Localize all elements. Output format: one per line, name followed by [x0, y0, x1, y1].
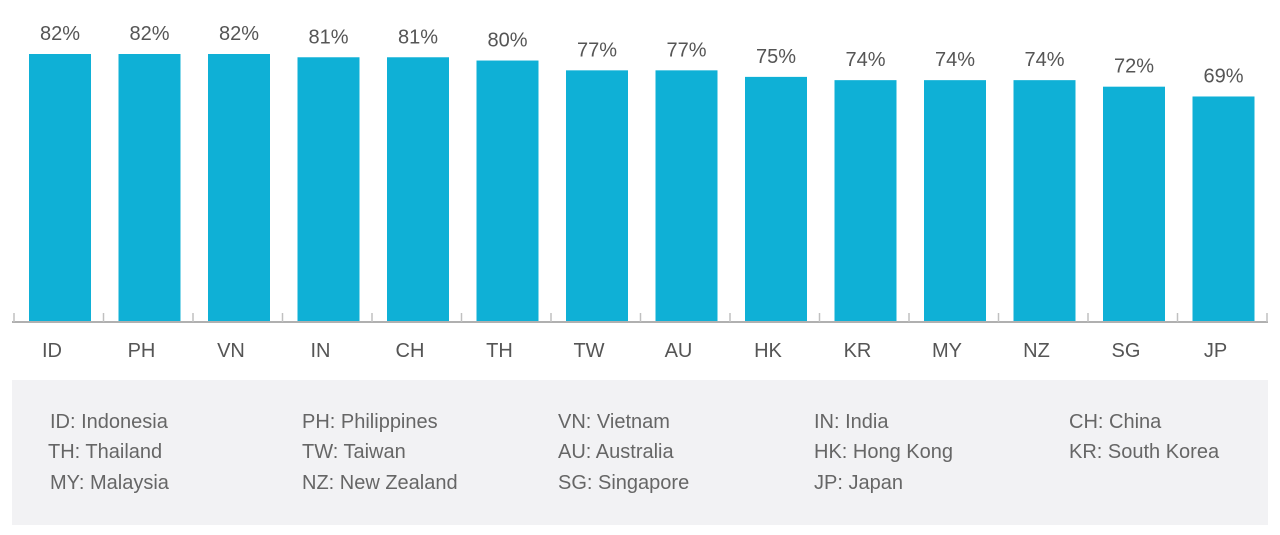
bar-id	[29, 54, 91, 322]
bar-my	[924, 80, 986, 323]
legend-item: KR: South Korea	[1069, 441, 1220, 463]
legend-item: TH: Thailand	[48, 441, 163, 463]
bar-au	[655, 70, 718, 322]
x-tick-label-id: ID	[42, 340, 62, 362]
x-tick-label-my: MY	[932, 340, 962, 362]
bars-group	[29, 54, 1255, 323]
legend-item: NZ: New Zealand	[302, 472, 458, 494]
x-tick-label-kr: KR	[844, 340, 872, 362]
bar-th	[476, 60, 539, 322]
legend-item: VN: Vietnam	[558, 411, 670, 433]
x-tick-label-au: AU	[665, 340, 693, 362]
data-label-sg: 72%	[1114, 56, 1154, 78]
legend-item: PH: Philippines	[302, 411, 438, 433]
data-label-ph: 82%	[129, 23, 169, 45]
data-label-my: 74%	[935, 49, 975, 71]
bar-ch	[387, 57, 449, 323]
legend-item: MY: Malaysia	[50, 472, 169, 494]
data-label-tw: 77%	[577, 39, 617, 61]
x-tick-label-hk: HK	[754, 340, 782, 362]
bar-sg	[1103, 86, 1165, 323]
data-label-au: 77%	[666, 39, 706, 61]
bar-jp	[1192, 96, 1255, 322]
x-tick-label-vn: VN	[217, 340, 245, 362]
data-label-in: 81%	[308, 26, 348, 48]
data-label-kr: 74%	[845, 49, 885, 71]
x-tick-label-ph: PH	[128, 340, 156, 362]
x-tick-label-sg: SG	[1112, 340, 1141, 362]
bar-tw	[566, 70, 628, 322]
category-labels-group: ID PH VN IN CH TH TW AU HK KR MY NZ SG JP	[42, 340, 1227, 362]
x-tick-label-ch: CH	[396, 340, 425, 362]
data-labels-group: 82% 82% 82% 81% 81% 80% 77% 77% 75% 74% 74% 74% 72% 6…	[40, 23, 1244, 87]
legend-item: JP: Japan	[814, 472, 903, 494]
legend: ID: Indonesia PH: Philippines VN: Vietna…	[12, 380, 1268, 525]
x-tick-label-tw: TW	[573, 340, 604, 362]
data-label-nz: 74%	[1024, 49, 1064, 71]
bar-in	[297, 57, 360, 323]
x-tick-label-in: IN	[311, 340, 331, 362]
bar-kr	[834, 80, 897, 323]
legend-item: AU: Australia	[558, 441, 674, 463]
data-label-ch: 81%	[398, 26, 438, 48]
legend-item: HK: Hong Kong	[814, 441, 953, 463]
data-label-hk: 75%	[756, 46, 796, 68]
x-ticks-group	[13, 313, 1268, 322]
legend-item: IN: India	[814, 411, 889, 433]
legend-item: TW: Taiwan	[302, 441, 406, 463]
bar-vn	[208, 54, 270, 322]
data-label-vn: 82%	[219, 23, 259, 45]
data-label-id: 82%	[40, 23, 80, 45]
bar-hk	[745, 76, 807, 322]
legend-item: CH: China	[1069, 411, 1162, 433]
bar-nz	[1013, 80, 1076, 323]
x-tick-label-nz: NZ	[1023, 340, 1050, 362]
x-tick-label-jp: JP	[1204, 340, 1227, 362]
data-label-jp: 69%	[1203, 65, 1243, 87]
x-tick-label-th: TH	[486, 340, 513, 362]
legend-item: ID: Indonesia	[50, 411, 168, 433]
bar-chart: 82% 82% 82% 81% 81% 80% 77% 77% 75% 74% 74% 74% 72% 6…	[12, 23, 1268, 362]
bar-ph	[118, 54, 181, 322]
legend-item: SG: Singapore	[558, 472, 690, 494]
data-label-th: 80%	[487, 30, 527, 52]
